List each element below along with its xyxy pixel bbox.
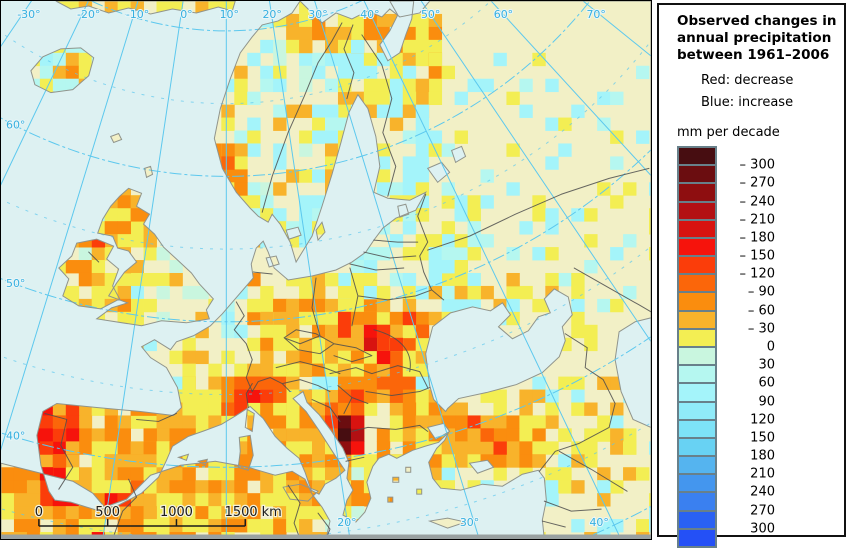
legend-scale-label: 300 [750,521,775,537]
legend-swatch-9 [677,309,717,330]
country-borders [44,22,651,539]
legend-title-line-3: between 1961–2006 [677,47,830,63]
svg-text:10°: 10° [220,8,239,21]
graticule-lines [1,1,651,539]
svg-text:30°: 30° [308,8,327,21]
svg-text:40°: 40° [360,8,379,21]
legend-scale-label: 240 [750,484,775,500]
legend-scale-label: – 90 [747,284,775,300]
legend-scale-label: – 180 [739,230,775,246]
legend-swatch-19 [677,491,717,512]
legend-swatch-21 [677,527,717,548]
svg-text:40°: 40° [6,429,25,442]
legend-scale-label: – 120 [739,266,775,282]
svg-text:50°: 50° [421,8,440,21]
legend-scale-label: 210 [750,466,775,482]
legend-color-scale: – 300– 270– 240– 210– 180– 150– 120– 90–… [677,146,844,556]
legend-scale-label: 270 [750,503,775,519]
legend-swatch-18 [677,473,717,494]
legend-scale-label: 0 [766,339,775,355]
legend-scale-label: – 270 [739,175,775,191]
map-canvas: -30° -20° -10° 0° 10° 20° 30° 40° 50° 60° 70° 60° 50… [1,1,651,539]
legend-scale-label: 120 [750,412,775,428]
svg-text:20°: 20° [262,8,281,21]
legend-scale-label: 90 [758,394,775,410]
legend-swatch-1 [677,164,717,185]
svg-text:500: 500 [95,505,120,520]
legend-red-note: Red: decrease [701,73,794,88]
svg-text:70°: 70° [586,8,605,21]
svg-text:0: 0 [35,505,43,520]
bottom-frame-strip [1,534,651,539]
scale-bar: 0 500 1000 1500 km [34,504,283,527]
legend-swatch-16 [677,436,717,458]
legend-swatch-11 [677,346,717,367]
legend-scale-label: 180 [750,448,775,464]
legend-swatch-2 [677,182,717,203]
svg-text:-10°: -10° [126,8,149,21]
legend-blue-note: Blue: increase [701,95,794,110]
svg-text:60°: 60° [494,8,513,21]
svg-text:50°: 50° [6,277,25,290]
legend-swatch-17 [677,455,717,476]
svg-text:40°: 40° [589,516,608,529]
legend-title: Observed changes in annual precipitation… [677,13,844,64]
inner-seas [285,1,651,441]
legend-swatch-6 [677,255,717,276]
legend-swatch-8 [677,291,717,312]
legend-swatch-14 [677,400,717,421]
svg-text:1500 km: 1500 km [225,505,282,520]
svg-text:20°: 20° [337,516,356,529]
legend-swatch-4 [677,218,717,239]
legend-scale-label: – 150 [739,248,775,264]
svg-text:0°: 0° [180,8,192,21]
svg-text:60°: 60° [6,119,25,132]
legend-swatch-5 [677,236,717,258]
europe-precipitation-map: -30° -20° -10° 0° 10° 20° 30° 40° 50° 60° 70° 60° 50… [0,0,652,540]
legend-swatch-20 [677,509,717,530]
svg-text:1000: 1000 [160,505,193,520]
legend-title-line-2: annual precipitation [677,30,832,46]
legend-swatch-7 [677,273,717,294]
legend-scale-label: – 240 [739,194,775,210]
legend-scale-label: 30 [758,357,775,373]
legend-title-line-1: Observed changes in [677,13,837,29]
legend-swatch-12 [677,364,717,385]
legend-scale-label: – 210 [739,212,775,228]
legend-swatch-10 [677,327,717,348]
legend-scale-label: 150 [750,430,775,446]
legend-scale-label: – 300 [739,157,775,173]
legend-panel: Observed changes in annual precipitation… [657,3,846,548]
legend-scale-label: – 60 [747,303,775,319]
legend-unit-label: mm per decade [677,125,780,140]
legend-scale-label: 60 [758,375,775,391]
legend-swatch-15 [677,418,717,439]
legend-scale-label: – 30 [747,321,775,337]
svg-text:30°: 30° [460,516,479,529]
legend-swatch-3 [677,200,717,221]
legend-swatch-13 [677,382,717,403]
graticule-labels: -30° -20° -10° 0° 10° 20° 30° 40° 50° 60° 70° 60° 50… [5,7,610,530]
svg-text:-20°: -20° [77,8,100,21]
svg-text:-30°: -30° [17,8,40,21]
legend-swatch-0 [677,146,717,167]
